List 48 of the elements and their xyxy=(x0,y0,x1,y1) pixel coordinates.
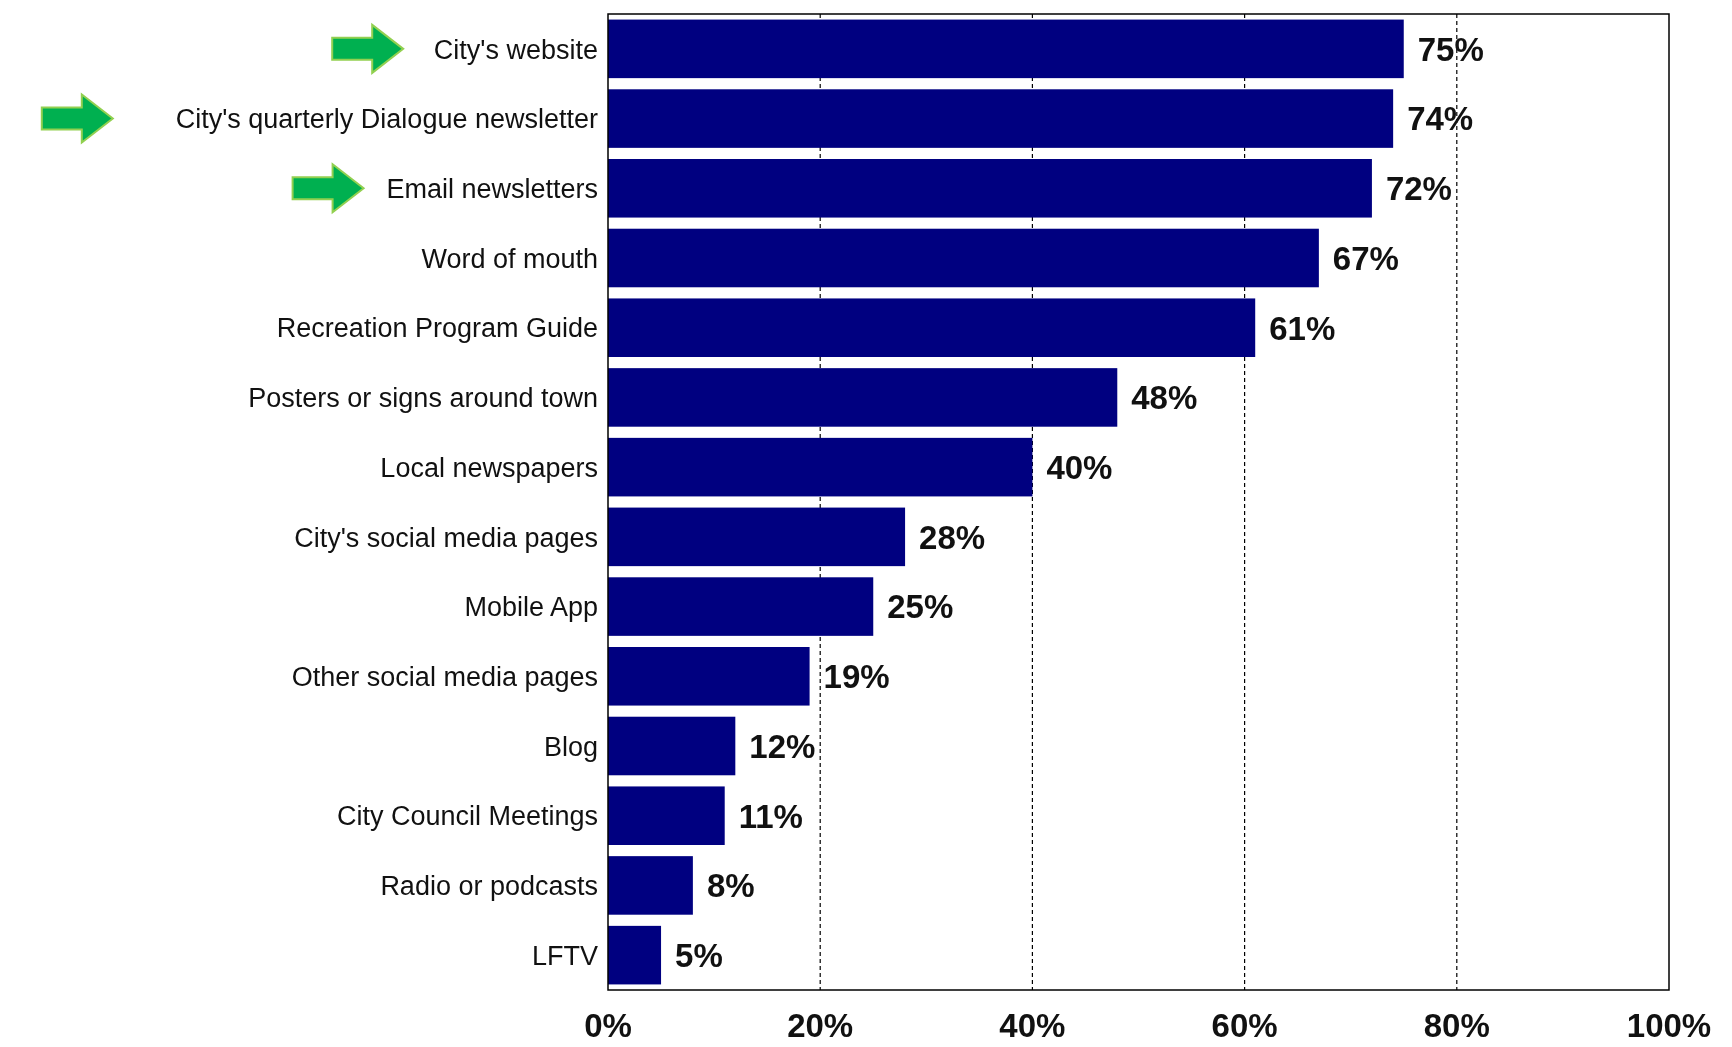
y-tick-label: LFTV xyxy=(531,940,598,971)
data-label: 40% xyxy=(1046,449,1113,487)
y-tick-label: Word of mouth xyxy=(421,243,598,274)
data-label: 48% xyxy=(1131,379,1198,417)
y-tick-label: Radio or podcasts xyxy=(380,871,598,902)
x-tick-label: 20% xyxy=(787,1007,854,1044)
bar xyxy=(608,925,662,985)
bar xyxy=(608,19,1404,79)
data-label: 67% xyxy=(1332,239,1399,277)
bar xyxy=(608,786,725,845)
bar xyxy=(608,507,906,567)
data-label: 61% xyxy=(1269,309,1336,347)
data-label: 75% xyxy=(1417,30,1484,68)
data-label: 74% xyxy=(1407,100,1474,138)
y-tick-label: Mobile App xyxy=(464,592,598,623)
bar xyxy=(608,159,1372,218)
y-tick-label: Posters or signs around town xyxy=(248,383,598,414)
x-tick-label: 0% xyxy=(584,1007,632,1044)
y-tick-label: Blog xyxy=(543,731,598,762)
y-tick-label: City's social media pages xyxy=(294,522,598,553)
bar xyxy=(608,437,1033,497)
data-label: 72% xyxy=(1385,170,1452,208)
x-tick-label: 80% xyxy=(1423,1007,1490,1044)
bar xyxy=(608,368,1118,427)
y-tick-label: City's website xyxy=(433,34,598,65)
y-tick-label: Other social media pages xyxy=(291,662,598,693)
y-tick-label: Recreation Program Guide xyxy=(276,313,598,344)
y-tick-label: City Council Meetings xyxy=(336,801,598,832)
data-label: 12% xyxy=(749,727,816,765)
y-tick-label: City's quarterly Dialogue newsletter xyxy=(175,104,598,135)
bar xyxy=(608,856,693,915)
y-tick-label: Local newspapers xyxy=(380,452,598,483)
x-tick-label: 40% xyxy=(999,1007,1066,1044)
y-tick-label: Email newsletters xyxy=(386,174,598,205)
bar xyxy=(608,647,810,706)
data-label: 19% xyxy=(823,658,890,696)
x-tick-label: 60% xyxy=(1211,1007,1278,1044)
data-label: 5% xyxy=(675,937,723,975)
data-label: 11% xyxy=(738,797,803,835)
bar xyxy=(608,716,736,776)
bar xyxy=(608,228,1319,288)
data-label: 28% xyxy=(919,518,986,556)
bar xyxy=(608,298,1256,357)
data-label: 8% xyxy=(706,867,755,905)
x-tick-label: 100% xyxy=(1626,1007,1712,1044)
data-label: 25% xyxy=(887,588,954,626)
bar xyxy=(608,577,874,636)
bar xyxy=(608,89,1394,148)
